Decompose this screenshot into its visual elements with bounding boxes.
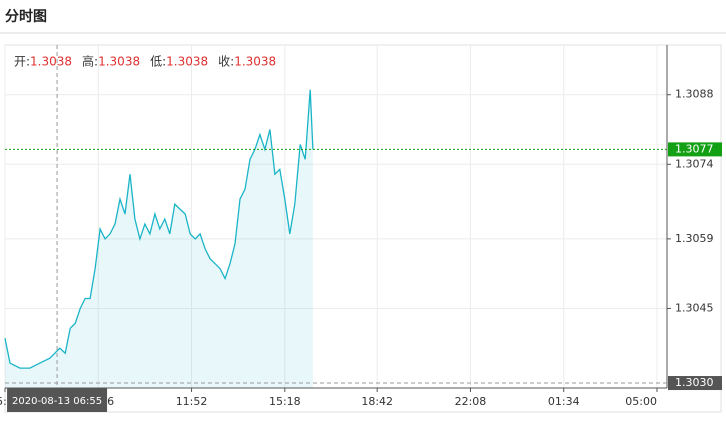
x-tick-label: 01:34 xyxy=(548,395,580,408)
ohlc-label: 低: xyxy=(150,55,166,69)
ohlc-value: 1.3038 xyxy=(30,55,72,69)
ohlc-value: 1.3038 xyxy=(166,55,208,69)
crosshair-y-tag xyxy=(668,376,722,391)
x-tick-label: 18:42 xyxy=(361,395,393,408)
price-area xyxy=(5,89,313,388)
y-tick-label: 1.3074 xyxy=(675,157,714,170)
ohlc-label: 收: xyxy=(218,55,234,69)
x-tick-label: 22:08 xyxy=(455,395,487,408)
price-line xyxy=(4,89,314,369)
crosshair-x-tag xyxy=(7,388,108,412)
current-price-label: 1.3077 xyxy=(675,142,714,155)
panel-title: 分时图 xyxy=(5,8,47,25)
y-tick-label: 1.3059 xyxy=(675,232,714,245)
ohlc-value: 1.3038 xyxy=(98,55,140,69)
y-tick-label: 1.3088 xyxy=(675,88,714,101)
crosshair-y-label: 1.3030 xyxy=(675,376,714,389)
x-tick-label: 05:00 xyxy=(625,395,657,408)
current-price-tag xyxy=(668,142,722,157)
crosshair-x-label: 2020-08-13 06:55 xyxy=(12,396,102,407)
x-tick-label: 15:18 xyxy=(269,395,301,408)
ohlc-label: 开: xyxy=(14,55,30,69)
x-tick-label: 11:52 xyxy=(176,395,208,408)
ohlc-label: 高: xyxy=(82,54,98,69)
y-tick-label: 1.3045 xyxy=(675,301,714,314)
ohlc-value: 1.3038 xyxy=(234,55,276,69)
